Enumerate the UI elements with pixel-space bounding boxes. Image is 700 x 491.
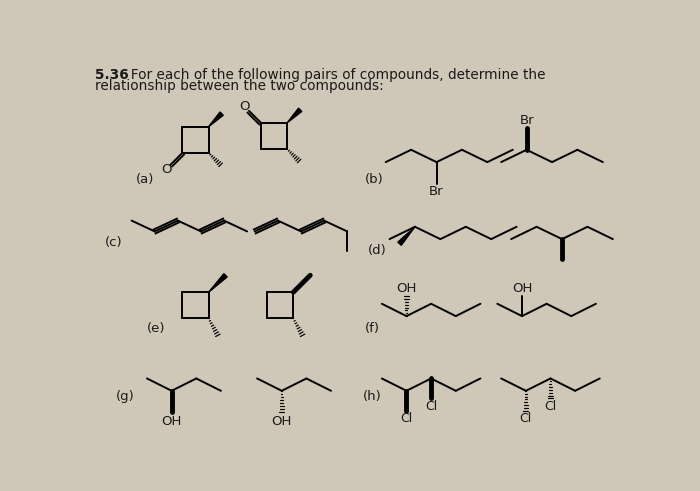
Text: (d): (d) (368, 244, 386, 257)
Text: (g): (g) (116, 390, 135, 403)
Text: O: O (239, 100, 250, 113)
Text: OH: OH (396, 282, 416, 295)
Text: (h): (h) (363, 390, 382, 403)
Text: (b): (b) (365, 173, 384, 186)
Text: OH: OH (512, 282, 532, 295)
Text: relationship between the two compounds:: relationship between the two compounds: (95, 79, 384, 93)
Text: (f): (f) (365, 322, 380, 335)
Polygon shape (287, 108, 302, 123)
Text: For each of the following pairs of compounds, determine the: For each of the following pairs of compo… (122, 68, 545, 82)
Text: Br: Br (429, 185, 444, 198)
Text: (a): (a) (135, 173, 154, 186)
Polygon shape (398, 227, 415, 246)
Text: Cl: Cl (400, 412, 412, 425)
Text: (c): (c) (105, 236, 122, 249)
Text: Br: Br (519, 114, 534, 127)
Text: OH: OH (272, 415, 292, 428)
Text: Cl: Cl (545, 400, 556, 413)
Polygon shape (209, 112, 223, 127)
Polygon shape (209, 273, 228, 292)
Text: Cl: Cl (519, 412, 532, 425)
Text: O: O (161, 163, 172, 176)
Text: OH: OH (162, 415, 182, 428)
Text: 5.36: 5.36 (95, 68, 130, 82)
Text: Cl: Cl (425, 400, 438, 413)
Text: (e): (e) (147, 322, 165, 335)
